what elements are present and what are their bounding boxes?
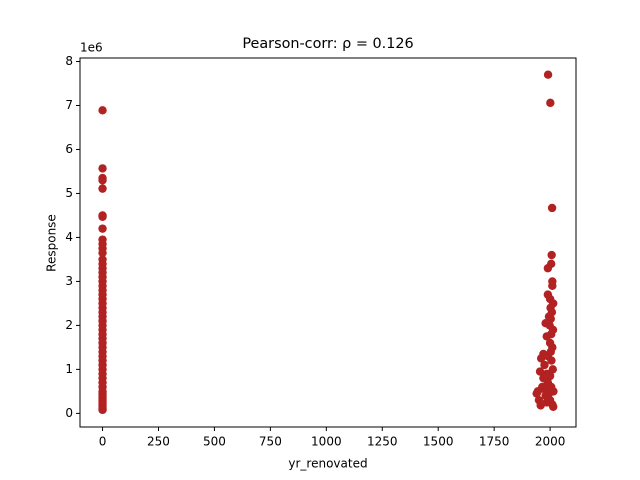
y-tick-label: 6 [65, 142, 73, 156]
point [547, 250, 556, 260]
point [98, 164, 107, 173]
x-axis-label: yr_renovated [288, 457, 367, 471]
x-tick-label: 1000 [311, 435, 342, 449]
y-offset-text: 1e6 [80, 41, 103, 55]
point [543, 264, 553, 273]
y-tick-label: 3 [65, 274, 73, 288]
x-tick-label: 1500 [423, 435, 454, 449]
point [543, 70, 553, 79]
point [536, 354, 546, 363]
plot-frame [79, 57, 577, 428]
point [548, 365, 557, 374]
y-tick-label: 8 [65, 54, 73, 68]
point [540, 360, 549, 370]
point [98, 184, 107, 193]
y-tick-label: 2 [65, 318, 73, 332]
point [547, 203, 557, 213]
x-tick-label: 750 [259, 435, 282, 449]
y-tick-label: 1 [65, 362, 73, 376]
point [98, 405, 107, 415]
y-tick-label: 7 [65, 98, 73, 112]
chart-title: Pearson-corr: ρ = 0.126 [242, 36, 413, 52]
point [542, 398, 551, 407]
point [98, 212, 107, 221]
y-tick-label: 5 [65, 186, 73, 200]
x-tick-label: 0 [99, 435, 107, 449]
point [98, 224, 107, 233]
point [98, 106, 107, 115]
point [532, 389, 541, 398]
point [548, 281, 557, 291]
point [535, 367, 545, 376]
point [540, 384, 549, 394]
x-tick-label: 500 [203, 435, 226, 449]
point [545, 371, 555, 381]
x-tick-label: 2000 [535, 435, 566, 449]
x-tick-label: 1750 [479, 435, 510, 449]
x-tick-label: 1250 [367, 435, 398, 449]
point [98, 248, 107, 258]
x-tick-label: 250 [147, 435, 170, 449]
y-axis-label: Response [45, 214, 59, 272]
point [542, 332, 551, 341]
point [547, 356, 556, 365]
y-tick-label: 0 [65, 406, 73, 420]
point [546, 347, 555, 356]
point [539, 373, 548, 383]
y-tick-label: 4 [65, 230, 73, 244]
point [98, 176, 107, 185]
point [546, 98, 555, 108]
point [549, 402, 558, 411]
